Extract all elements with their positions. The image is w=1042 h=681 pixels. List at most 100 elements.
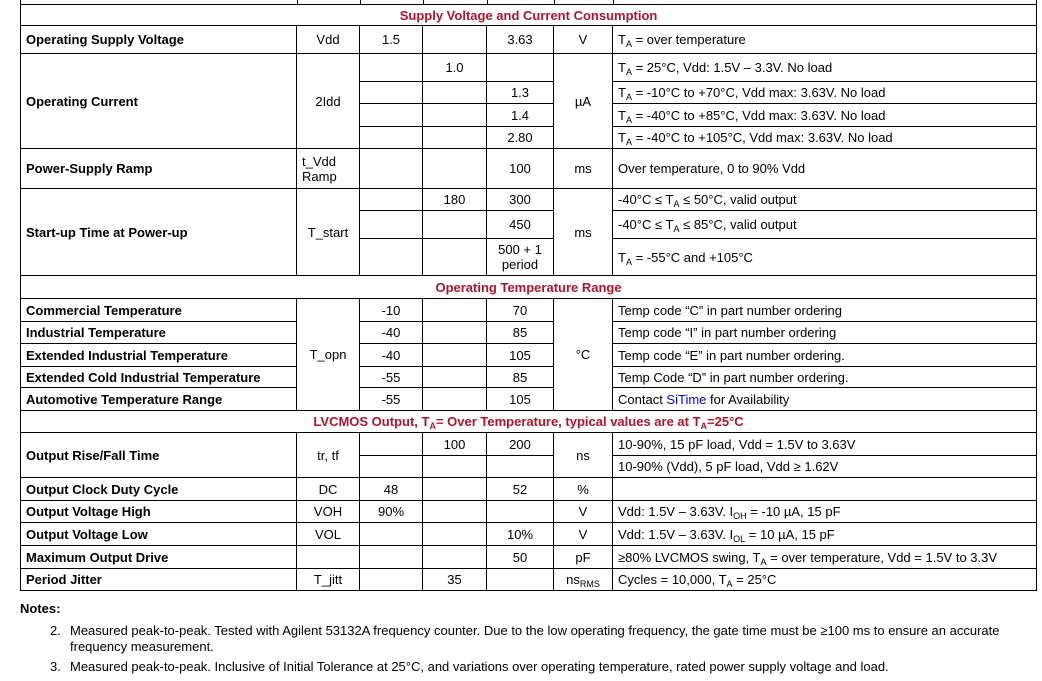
min: -40 (359, 343, 423, 367)
section-temperature: Operating Temperature Range (19, 275, 1038, 299)
condition: Temp code “I” in part number ordering (611, 321, 1038, 344)
param: Output Clock Duty Cycle (20, 477, 297, 501)
symbol: Vdd (296, 25, 360, 54)
param: Output Rise/Fall Time (20, 432, 297, 478)
unit: V (553, 522, 613, 546)
param: Automotive Temperature Range (20, 387, 297, 411)
condition: TA = -10°C to +70°C, Vdd max: 3.63V. No … (611, 81, 1038, 104)
sitime-link[interactable]: SiTime (666, 391, 707, 407)
condition: TA = -55°C and +105°C (611, 238, 1038, 276)
condition: Temp code “E” in part number ordering. (611, 343, 1038, 367)
table-row: Output Voltage Low VOL 10% V Vdd: 1.5V – 3.6… (20, 522, 1038, 546)
max: 2.80 (486, 126, 554, 149)
param: Operating Supply Voltage (20, 25, 297, 54)
param: Operating Current (20, 53, 297, 149)
typ: 35 (422, 568, 487, 591)
condition: TA = -40°C to +105°C, Vdd max: 3.63V. No… (611, 126, 1038, 149)
symbol: T_jitt (296, 568, 360, 591)
symbol: VOL (296, 522, 360, 546)
condition: 10-90%, 15 pF load, Vdd = 1.5V to 3.63V (611, 432, 1038, 456)
typ: 1.0 (422, 53, 487, 82)
table-row: Extended Cold Industrial Temperature -55 8… (20, 366, 1038, 388)
previous-table-row-edge (20, 0, 1037, 4)
typ (422, 25, 487, 54)
note-item: 2. Measured peak-to-peak. Tested with Agi… (50, 623, 1000, 654)
max: 85 (486, 321, 554, 344)
max: 500 + 1 period (486, 238, 554, 276)
condition: Temp Code “D” in part number ordering. (611, 366, 1038, 388)
min: 1.5 (359, 25, 423, 54)
condition: ≥80% LVCMOS swing, TA = over temperature… (611, 545, 1038, 569)
table-row: Industrial Temperature -40 85 Temp code “I”… (20, 321, 1038, 344)
param: Industrial Temperature (20, 321, 297, 344)
max: 85 (486, 366, 554, 388)
min: -10 (359, 298, 423, 322)
table-row: 1.4 TA = -40°C to +85°C, Vdd max: 3.63V. … (21, 103, 1038, 127)
table-row: Output Voltage High VOH 90% V Vdd: 1.5V – 3.… (20, 500, 1038, 523)
max: 10% (486, 522, 554, 546)
table-row: Operating Current 2Idd 1.0 µA TA = 25°C,… (20, 53, 1038, 149)
max: 100 (486, 148, 554, 189)
min: -40 (359, 321, 423, 344)
unit: ms (553, 188, 613, 276)
max: 70 (486, 298, 554, 322)
typ: 180 (422, 188, 487, 211)
param: Period Jitter (20, 568, 297, 591)
min: 48 (359, 477, 423, 501)
condition: -40°C ≤ TA ≤ 85°C, valid output (611, 210, 1038, 239)
condition: TA = 25°C, Vdd: 1.5V – 3.3V. No load (611, 53, 1038, 82)
param: Output Voltage High (20, 500, 297, 523)
typ: 100 (422, 432, 487, 456)
section-supply: Supply Voltage and Current Consumption (19, 4, 1038, 26)
param: Extended Cold Industrial Temperature (20, 366, 297, 388)
table-row: 1.3 TA = -10°C to +70°C, Vdd max: 3.63V. … (21, 81, 1038, 104)
condition: TA = over temperature (611, 25, 1038, 54)
param: Commercial Temperature (20, 298, 297, 322)
max: 450 (486, 210, 554, 239)
table-row: Commercial Temperature T_opn -10 70 °C T… (20, 298, 1038, 411)
table-row: Extended Industrial Temperature -40 105 Tem… (20, 343, 1038, 367)
max: 1.4 (486, 103, 554, 127)
min: 90% (359, 500, 423, 523)
symbol: T_opn (296, 298, 360, 411)
max: 200 (486, 432, 554, 456)
table-row: Start-up Time at Power-up T_start 180 30… (20, 188, 1038, 276)
unit: nsRMS (553, 568, 613, 591)
unit: ns (553, 432, 613, 478)
unit: °C (553, 298, 613, 411)
param: Start-up Time at Power-up (20, 188, 297, 276)
symbol: tr, tf (296, 432, 360, 478)
symbol: t_Vdd Ramp (296, 148, 360, 189)
condition: 10-90% (Vdd), 5 pF load, Vdd ≥ 1.62V (611, 455, 1038, 478)
param: Output Voltage Low (20, 522, 297, 546)
max: 50 (486, 545, 554, 569)
symbol: DC (296, 477, 360, 501)
section-output: LVCMOS Output, TA= Over Temperature, typ… (19, 410, 1038, 433)
max: 3.63 (486, 25, 554, 54)
symbol: VOH (296, 500, 360, 523)
max: 300 (486, 188, 554, 211)
unit: pF (553, 545, 613, 569)
unit: V (553, 25, 613, 54)
min: -55 (359, 387, 423, 411)
condition: Contact SiTime for Availability (611, 387, 1038, 411)
param: Extended Industrial Temperature (20, 343, 297, 367)
unit: µA (553, 53, 613, 149)
table-row: Output Clock Duty Cycle DC 48 52% (20, 477, 1038, 501)
condition: TA = -40°C to +85°C, Vdd max: 3.63V. No … (611, 103, 1038, 127)
note-item: 3. Measured peak-to-peak. Inclusive of In… (50, 659, 889, 674)
table-row: Maximum Output Drive 50 pF ≥80% LVCMOS swin… (20, 545, 1038, 569)
condition: -40°C ≤ TA ≤ 50°C, valid output (611, 188, 1038, 211)
table-row: Power-Supply Ramp t_Vdd Ramp 100 ms Over … (20, 148, 1038, 189)
max: 105 (486, 343, 554, 367)
condition: Vdd: 1.5V – 3.63V. IOH = -10 µA, 15 pF (611, 500, 1038, 523)
unit: V (553, 500, 613, 523)
unit: ms (553, 148, 613, 189)
param: Power-Supply Ramp (20, 148, 297, 189)
table-row: Output Rise/Fall Time tr, tf 100 200 ns … (20, 432, 1038, 478)
symbol: 2Idd (296, 53, 360, 149)
max: 52 (486, 477, 554, 501)
condition: Vdd: 1.5V – 3.63V. IOL = 10 µA, 15 pF (611, 522, 1038, 546)
param: Maximum Output Drive (20, 545, 297, 569)
table-row: Period Jitter T_jitt 35 nsRMS Cycles = 10,00… (20, 568, 1038, 591)
